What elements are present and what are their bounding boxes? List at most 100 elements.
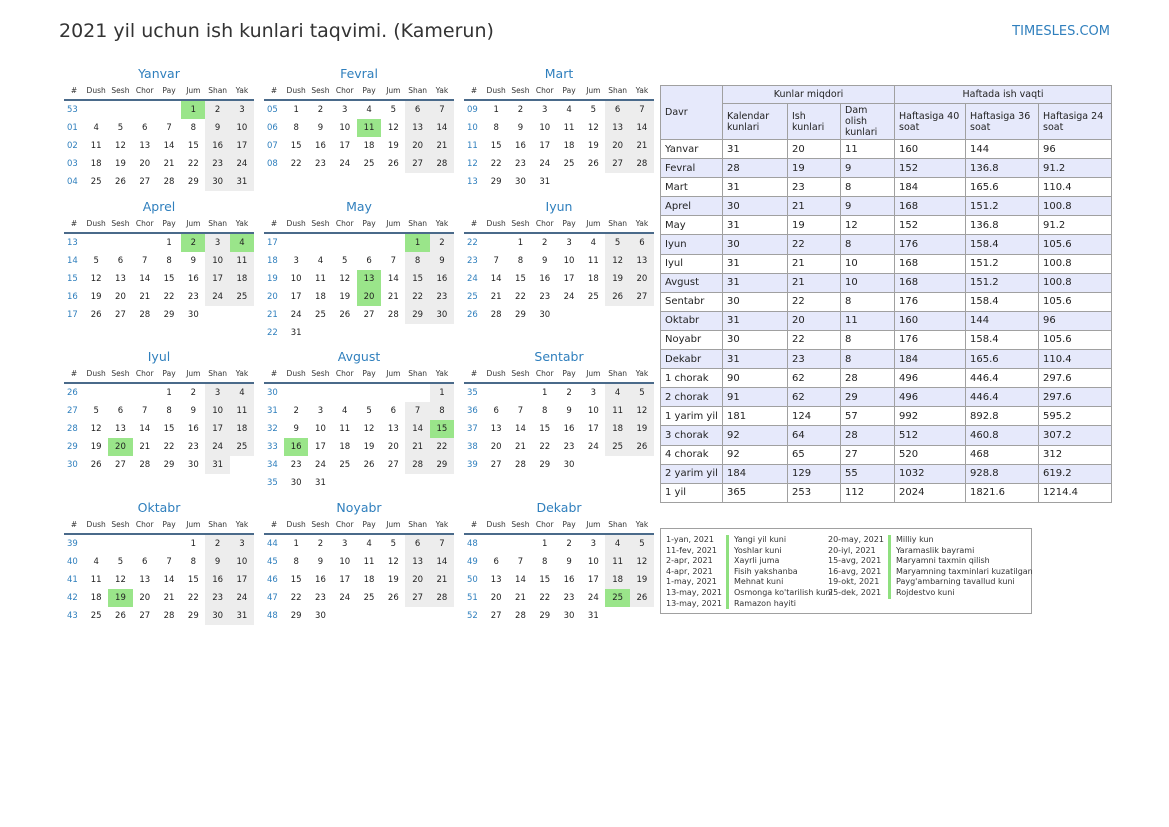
weekday-header: Chor [332,517,357,535]
day-cell: 1 [493,105,499,115]
day-cell: 29 [539,611,551,622]
empty-cell [381,474,405,492]
holiday-name: Rojdestvo kuni [896,587,955,597]
day-cell: 12 [629,402,655,421]
period-cell: 3 chorak [660,425,723,446]
value-cell: 165.6 [965,349,1039,370]
holiday-date: 19-okt, 2021 [828,577,880,587]
day-cell: 9 [566,406,572,417]
day-cell: 27 [387,460,399,471]
weekday-header: Yak [429,366,455,384]
month-fevral: Fevral # Dush Sesh Chor Pay Jum Shan Yak 05 1 2 3 4 5 6… [264,64,455,174]
empty-cell [405,384,429,402]
day-cell: 29 [187,611,199,622]
day-cell: 17 [205,270,230,289]
period-cell: Yanvar [660,138,723,160]
empty-cell [430,324,454,342]
week-number: 18 [267,256,278,267]
day-cell: 15 [539,575,551,586]
holiday-date: 25-dek, 2021 [828,587,882,597]
week-number: 12 [467,159,478,170]
month-name: Dekabr [536,500,582,515]
value-cell: 100.8 [1038,253,1112,274]
day-cell: 10 [290,274,302,285]
day-cell: 16 [563,424,575,435]
day-cell: 21 [163,159,175,170]
value-cell: 21 [787,253,841,274]
weekday-header: Jum [581,216,606,234]
day-cell: 22 [539,593,551,604]
holiday-date: 20-iyl, 2021 [828,545,876,555]
weekday-header: Jum [381,83,406,101]
week-number: 29 [67,442,78,453]
empty-cell [430,474,454,492]
day-cell: 23 [429,288,455,307]
day-cell: 10 [587,406,599,417]
empty-cell [381,234,405,252]
value-cell: 30 [722,234,788,255]
day-cell: 25 [229,438,255,457]
day-cell: 17 [290,292,302,303]
week-number: 48 [267,611,278,622]
week-number: 30 [267,388,278,398]
weekday-header: Jum [581,83,606,101]
day-cell: 26 [363,460,375,471]
table-row: Dekabr 31 23 8 184 165.6 110.4 [660,349,1112,370]
weekday-header: Sesh [508,517,533,535]
value-cell: 19 [787,158,841,179]
day-cell: 3 [205,384,230,403]
value-cell: 105.6 [1038,291,1112,312]
weekday-header: Chor [132,216,157,234]
day-cell: 1 [293,539,299,549]
weekday-header: Chor [532,83,557,101]
value-cell: 1821.6 [965,482,1039,503]
value-cell: 892.8 [965,406,1039,427]
value-cell: 297.6 [1038,368,1112,389]
day-cell: 17 [315,442,326,453]
empty-cell [581,173,605,191]
day-cell: 4 [342,406,348,417]
day-cell: 26 [339,310,351,321]
day-cell: 21 [139,292,151,303]
value-cell: 21 [787,272,841,293]
weekday-header: Pay [156,83,182,101]
day-cell: 2 [293,406,299,417]
day-cell: 20 [405,571,430,590]
holiday-date: 11-fev, 2021 [666,545,717,555]
day-cell: 19 [587,141,599,152]
week-number: 02 [67,141,78,152]
value-cell: 91 [722,387,788,408]
value-cell: 168 [894,253,966,274]
table-row: Fevral 28 19 9 152 136.8 91.2 [660,158,1112,179]
value-cell: 31 [722,310,788,331]
site-link[interactable]: TIMESLES.COM [1012,24,1110,39]
value-cell: 8 [840,234,895,255]
value-cell: 151.2 [965,272,1039,293]
week-number: 38 [467,442,478,453]
day-cell: 26 [629,438,655,457]
holiday-row: 15-avg, 2021 Maryamni taxmin qilish [828,556,1033,567]
day-cell: 16 [315,141,326,152]
day-cell: 13 [490,575,502,586]
holiday-name: Mehnat kuni [734,577,784,587]
empty-cell [133,535,157,553]
day-cell: 20 [490,593,502,604]
week-number: 44 [267,539,278,549]
day-cell: 20 [605,137,630,156]
week-number-header: # [264,216,284,234]
day-cell: 22 [163,442,175,453]
day-cell: 15 [490,141,502,152]
month-name: Sentabr [534,349,584,364]
table-row: Yanvar 31 20 11 160 144 96 [660,138,1112,160]
value-cell: 112 [840,482,895,503]
day-cell: 30 [187,310,199,321]
holiday-marker [726,566,729,578]
day-cell: 7 [429,101,455,120]
day-cell: 2 [205,535,230,554]
empty-cell [333,384,357,402]
day-cell: 6 [493,406,499,417]
day-cell: 21 [387,292,399,303]
day-cell: 8 [293,123,299,134]
day-cell: 15 [429,420,455,439]
day-cell: 14 [515,575,526,586]
